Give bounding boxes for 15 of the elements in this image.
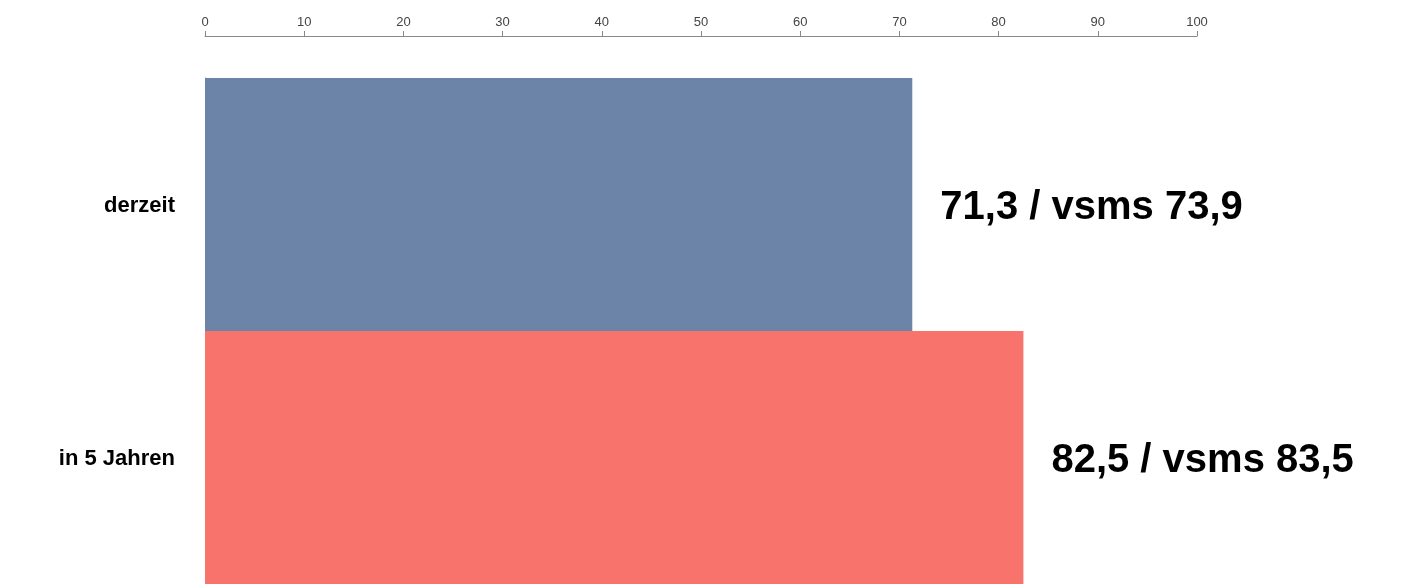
x-tick-label: 60: [792, 14, 808, 29]
data-label: 82,5 / vsms 83,5: [1051, 435, 1354, 480]
x-tick-label: 0: [201, 14, 209, 29]
x-tick-label: 90: [1090, 14, 1106, 29]
x-tick-label: 80: [991, 14, 1006, 29]
y-tick-label: in 5 Jahren: [58, 445, 175, 470]
x-tick-label: 30: [495, 14, 510, 29]
x-tick-label: 10: [296, 14, 312, 29]
x-tick-label: 100: [1186, 14, 1208, 29]
y-tick-label: derzeit: [104, 192, 176, 217]
x-tick-label: 50: [693, 14, 709, 29]
data-label: 71,3 / vsms 73,9: [940, 182, 1243, 227]
x-tick-label: 70: [892, 14, 907, 29]
x-tick-label: 20: [396, 14, 411, 29]
x-tick-label: 40: [594, 14, 610, 29]
